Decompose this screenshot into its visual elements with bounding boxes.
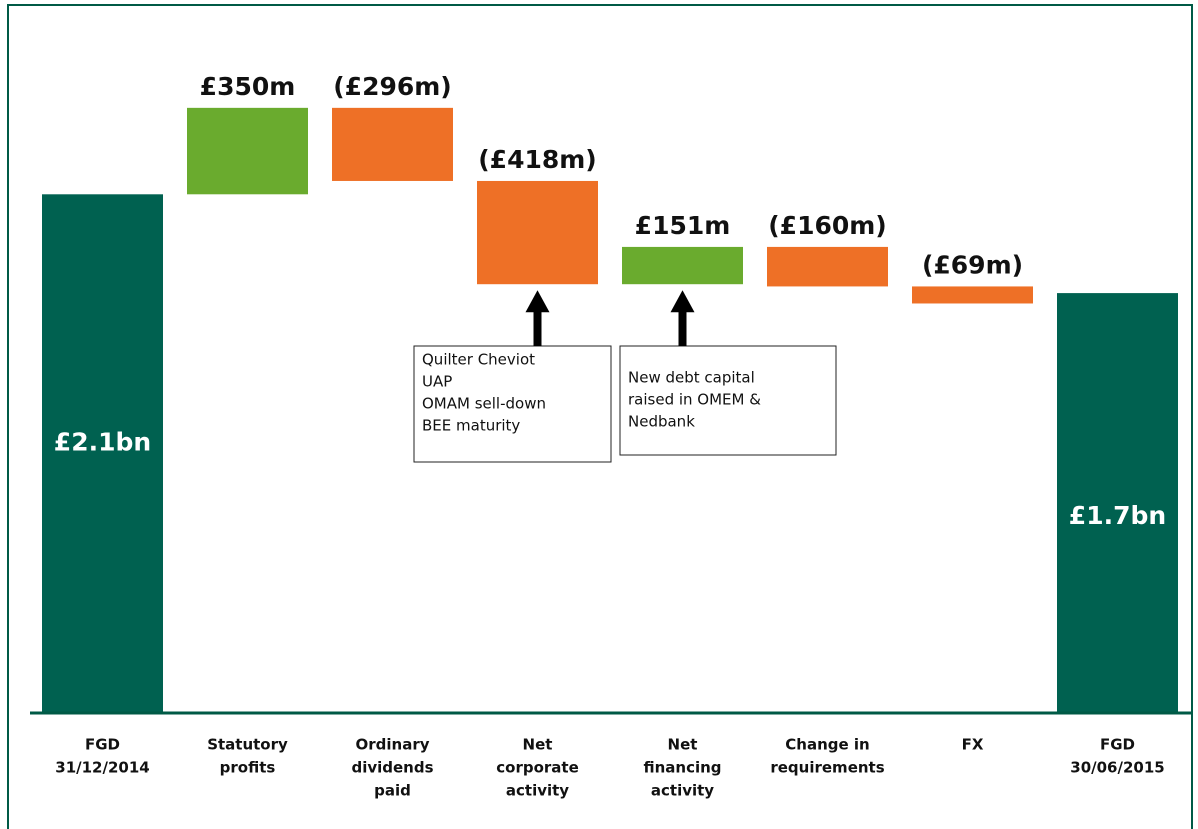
x-tick-label: dividends <box>351 759 433 777</box>
value-label: (£296m) <box>333 72 451 101</box>
frame <box>7 4 1193 829</box>
annotation-text: New debt capital <box>628 369 755 387</box>
bar <box>912 286 1033 304</box>
x-tick-label: 30/06/2015 <box>1070 759 1164 777</box>
x-tick-label: Change in <box>785 736 869 754</box>
x-tick-label: paid <box>374 782 411 800</box>
x-tick-label: Net <box>523 736 553 754</box>
x-tick-label: activity <box>506 782 569 800</box>
arrow-head <box>670 290 695 313</box>
value-label: £1.7bn <box>1069 501 1166 530</box>
value-label: (£69m) <box>922 250 1023 279</box>
annotation-text: UAP <box>422 373 452 391</box>
bar <box>477 180 598 285</box>
bar <box>622 246 743 285</box>
x-tick-label: FGD <box>1100 736 1135 754</box>
x-tick-label: corporate <box>496 759 579 777</box>
value-label: £2.1bn <box>54 428 151 457</box>
annotation-text: raised in OMEM & <box>628 391 761 409</box>
annotation-text: OMAM sell-down <box>422 395 546 413</box>
value-label: (£418m) <box>478 145 596 174</box>
annotation-text: Quilter Cheviot <box>422 351 535 369</box>
x-tick-label: financing <box>643 759 721 777</box>
arrow-head <box>525 290 550 313</box>
annotation-text: BEE maturity <box>422 417 520 435</box>
x-tick-label: Net <box>668 736 698 754</box>
x-tick-label: 31/12/2014 <box>55 759 149 777</box>
x-tick-label: FX <box>962 736 984 754</box>
x-tick-label: profits <box>220 759 276 777</box>
x-tick-label: FGD <box>85 736 120 754</box>
x-tick-label: activity <box>651 782 714 800</box>
bar <box>767 246 888 287</box>
value-label: (£160m) <box>768 211 886 240</box>
value-label: £151m <box>635 211 731 240</box>
bar <box>187 107 308 195</box>
x-tick-label: requirements <box>770 759 884 777</box>
bar <box>1057 293 1178 713</box>
annotation-box <box>619 345 837 456</box>
bar <box>42 194 163 714</box>
annotation-box <box>413 345 612 463</box>
bar <box>332 107 453 181</box>
x-tick-label: Statutory <box>207 736 288 754</box>
annotation-text: Nedbank <box>628 413 695 431</box>
x-tick-label: Ordinary <box>355 736 429 754</box>
value-label: £350m <box>200 72 296 101</box>
